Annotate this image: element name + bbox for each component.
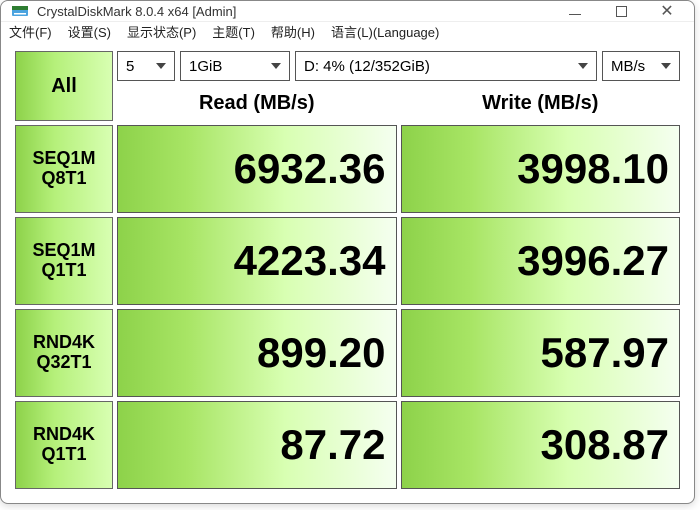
all-button[interactable]: All	[15, 51, 113, 121]
titlebar[interactable]: CrystalDiskMark 8.0.4 x64 [Admin] ✕	[1, 1, 694, 22]
close-button[interactable]: ✕	[644, 1, 690, 21]
write-value-3: 308.87	[401, 401, 681, 489]
test-button-seq1m-q1t1[interactable]: SEQ1M Q1T1	[15, 217, 113, 305]
menubar: 文件(F) 设置(S) 显示状态(P) 主题(T) 帮助(H) 语言(L)(La…	[1, 22, 694, 41]
content-area: All 5 1GiB D: 4% (12/352GiB) MB/s Read (…	[1, 41, 694, 503]
test-size-select[interactable]: 1GiB	[180, 51, 290, 81]
minimize-button[interactable]	[552, 1, 598, 21]
write-value-1: 3996.27	[401, 217, 681, 305]
header-write: Write (MB/s)	[401, 85, 681, 121]
menu-file[interactable]: 文件(F)	[9, 22, 52, 41]
drive-select[interactable]: D: 4% (12/352GiB)	[295, 51, 597, 81]
menu-profile[interactable]: 显示状态(P)	[127, 22, 196, 41]
read-value-2: 899.20	[117, 309, 397, 397]
unit-select[interactable]: MB/s	[602, 51, 680, 81]
header-read: Read (MB/s)	[117, 85, 397, 121]
menu-language[interactable]: 语言(L)(Language)	[331, 22, 439, 41]
app-window: CrystalDiskMark 8.0.4 x64 [Admin] ✕ 文件(F…	[0, 0, 695, 504]
test-count-select[interactable]: 5	[117, 51, 175, 81]
test-button-seq1m-q8t1[interactable]: SEQ1M Q8T1	[15, 125, 113, 213]
menu-help[interactable]: 帮助(H)	[271, 22, 315, 41]
write-value-0: 3998.10	[401, 125, 681, 213]
window-controls: ✕	[552, 1, 690, 21]
app-icon	[11, 2, 29, 20]
maximize-button[interactable]	[598, 1, 644, 21]
test-button-rnd4k-q32t1[interactable]: RND4K Q32T1	[15, 309, 113, 397]
read-value-1: 4223.34	[117, 217, 397, 305]
read-value-3: 87.72	[117, 401, 397, 489]
write-value-2: 587.97	[401, 309, 681, 397]
menu-settings[interactable]: 设置(S)	[68, 22, 111, 41]
test-button-rnd4k-q1t1[interactable]: RND4K Q1T1	[15, 401, 113, 489]
read-value-0: 6932.36	[117, 125, 397, 213]
menu-theme[interactable]: 主题(T)	[212, 22, 255, 41]
window-title: CrystalDiskMark 8.0.4 x64 [Admin]	[37, 4, 552, 19]
